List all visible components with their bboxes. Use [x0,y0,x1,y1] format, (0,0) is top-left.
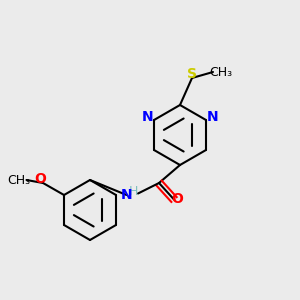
Text: S: S [187,67,197,80]
Text: O: O [172,193,184,206]
Text: N: N [207,110,218,124]
Text: H: H [129,185,138,199]
Text: CH₃: CH₃ [209,65,232,79]
Text: N: N [121,188,132,202]
Text: N: N [142,110,153,124]
Text: O: O [34,172,46,186]
Text: CH₃: CH₃ [8,173,31,187]
